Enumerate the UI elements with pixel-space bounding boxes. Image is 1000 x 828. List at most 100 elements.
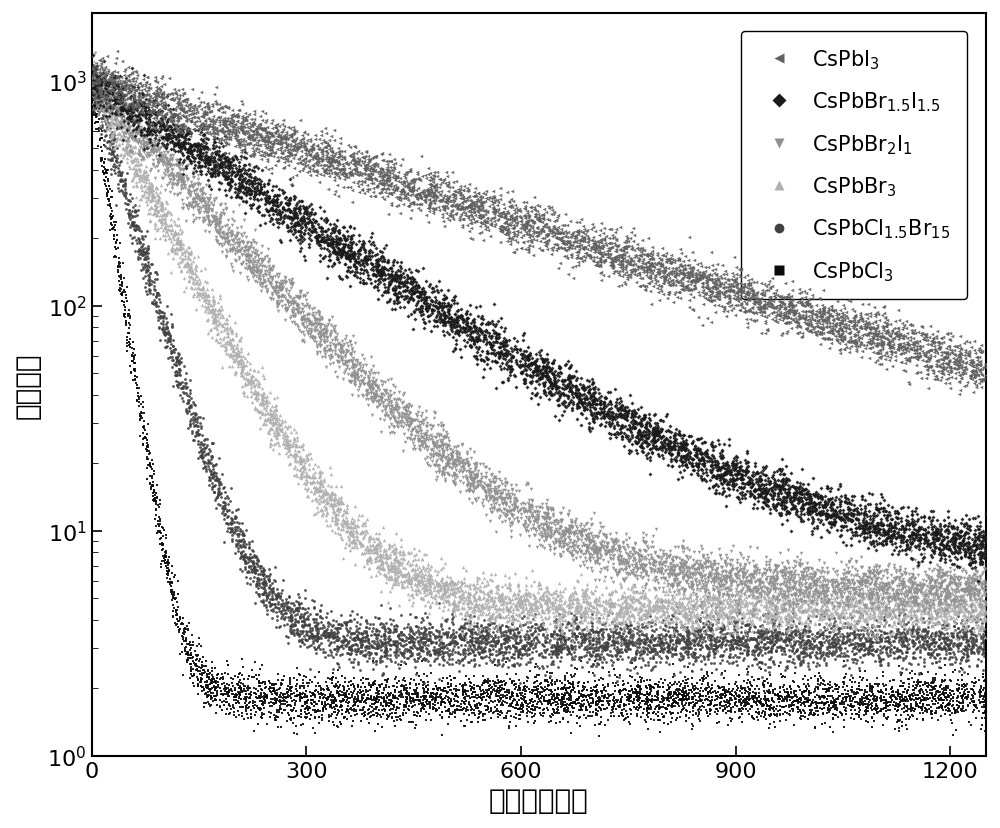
Point bbox=[124, 75, 140, 89]
Point bbox=[439, 590, 455, 603]
Point bbox=[853, 572, 869, 585]
Point bbox=[815, 631, 831, 644]
Point bbox=[915, 697, 931, 710]
Point bbox=[484, 506, 500, 519]
Point bbox=[904, 616, 920, 629]
Point bbox=[717, 466, 733, 479]
Point bbox=[230, 545, 246, 558]
Point bbox=[785, 594, 801, 607]
Point bbox=[693, 469, 709, 483]
Point bbox=[685, 700, 701, 713]
Point bbox=[192, 146, 208, 159]
Point bbox=[403, 715, 419, 729]
Point bbox=[681, 271, 697, 284]
Point bbox=[774, 615, 790, 628]
Point bbox=[836, 343, 852, 356]
Point bbox=[206, 213, 222, 226]
Point bbox=[555, 388, 571, 401]
Point bbox=[630, 267, 646, 281]
Point bbox=[404, 195, 420, 209]
Point bbox=[333, 153, 349, 166]
Point bbox=[642, 603, 658, 616]
Point bbox=[104, 152, 120, 165]
Point bbox=[144, 97, 160, 110]
Point bbox=[820, 311, 836, 325]
Point bbox=[845, 573, 861, 586]
Point bbox=[877, 609, 893, 622]
Point bbox=[105, 100, 121, 113]
Point bbox=[765, 655, 781, 668]
Point bbox=[476, 677, 492, 691]
Point bbox=[369, 248, 385, 261]
Point bbox=[731, 694, 747, 707]
Point bbox=[187, 645, 203, 658]
Point bbox=[390, 291, 406, 304]
Point bbox=[455, 314, 471, 327]
Point bbox=[870, 680, 886, 693]
Point bbox=[700, 556, 716, 570]
Point bbox=[857, 623, 873, 636]
Point bbox=[861, 641, 877, 654]
Point bbox=[145, 494, 161, 508]
Point bbox=[270, 305, 286, 318]
Point bbox=[827, 515, 843, 528]
Point bbox=[969, 542, 985, 555]
Point bbox=[309, 483, 325, 496]
Point bbox=[701, 289, 717, 302]
Point bbox=[471, 691, 487, 704]
Point bbox=[113, 102, 129, 115]
Point bbox=[978, 635, 994, 648]
Point bbox=[375, 376, 391, 389]
Point bbox=[975, 693, 991, 706]
Point bbox=[943, 532, 959, 546]
Point bbox=[248, 577, 264, 590]
Point bbox=[656, 642, 672, 655]
Point bbox=[418, 412, 434, 426]
Point bbox=[914, 624, 930, 638]
Point bbox=[88, 117, 104, 130]
Point bbox=[851, 587, 867, 600]
Point bbox=[527, 523, 543, 537]
Point bbox=[871, 560, 887, 573]
Point bbox=[187, 124, 203, 137]
Point bbox=[135, 437, 151, 450]
Point bbox=[386, 426, 402, 440]
Point bbox=[725, 651, 741, 664]
Point bbox=[409, 667, 425, 680]
Point bbox=[642, 609, 658, 623]
Point bbox=[807, 585, 823, 598]
Point bbox=[915, 638, 931, 651]
Point bbox=[856, 328, 872, 341]
Point bbox=[421, 195, 437, 208]
Point bbox=[654, 632, 670, 645]
Point bbox=[306, 312, 322, 325]
Point bbox=[84, 64, 100, 77]
Point bbox=[834, 335, 850, 348]
Point bbox=[609, 417, 625, 431]
Point bbox=[732, 304, 748, 317]
Point bbox=[491, 207, 507, 220]
Point bbox=[664, 569, 680, 582]
Point bbox=[170, 588, 186, 601]
Point bbox=[764, 693, 780, 706]
Point bbox=[422, 448, 438, 461]
Point bbox=[581, 625, 597, 638]
Point bbox=[838, 596, 854, 609]
Point bbox=[179, 619, 195, 633]
Point bbox=[836, 672, 852, 685]
Point bbox=[494, 226, 510, 239]
Point bbox=[179, 260, 195, 273]
Point bbox=[179, 152, 195, 165]
Point bbox=[131, 118, 147, 132]
Point bbox=[751, 482, 767, 495]
Point bbox=[508, 711, 524, 724]
Point bbox=[883, 590, 899, 603]
Point bbox=[505, 503, 521, 517]
Point bbox=[916, 593, 932, 606]
Point bbox=[696, 673, 712, 686]
Point bbox=[294, 440, 310, 453]
Point bbox=[946, 564, 962, 577]
Point bbox=[850, 614, 866, 628]
Point bbox=[803, 594, 819, 607]
Point bbox=[400, 575, 416, 589]
